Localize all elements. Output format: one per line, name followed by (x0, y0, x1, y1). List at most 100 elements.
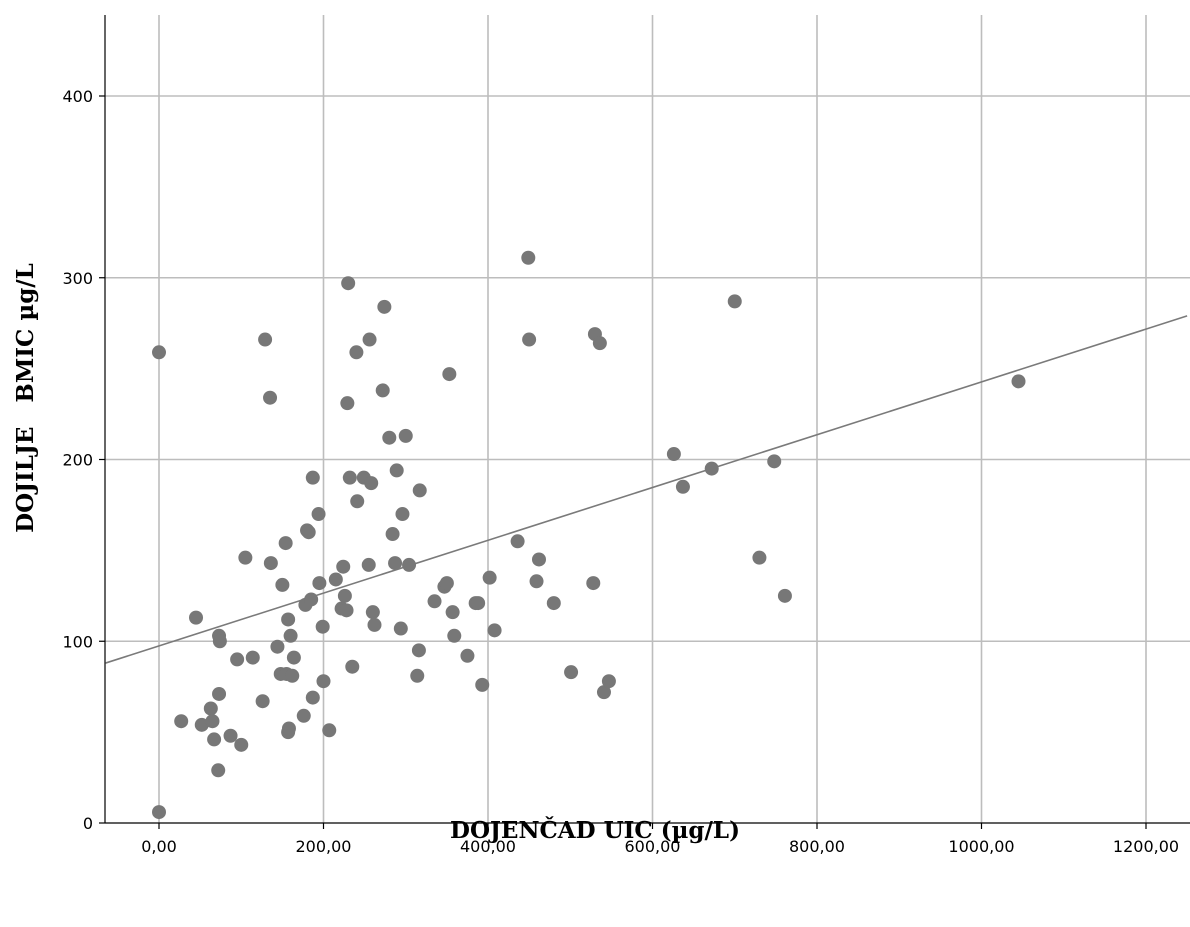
data-point (345, 659, 360, 674)
data-point (393, 621, 408, 636)
data-point (322, 723, 337, 738)
data-point (312, 576, 327, 591)
data-point (212, 634, 227, 649)
data-point (311, 507, 326, 522)
data-point (522, 332, 537, 347)
data-point (601, 674, 616, 689)
data-point (471, 596, 486, 611)
x-tick-label: 0,00 (141, 837, 177, 856)
data-point (375, 383, 390, 398)
data-points (152, 250, 1026, 820)
data-point (207, 732, 222, 747)
data-point (367, 617, 382, 632)
data-point (704, 461, 719, 476)
data-point (258, 332, 273, 347)
data-point (388, 556, 403, 571)
data-point (296, 708, 311, 723)
y-tick-label: 300 (62, 269, 93, 288)
data-point (377, 299, 392, 314)
data-point (412, 483, 427, 498)
y-tick-label: 400 (62, 87, 93, 106)
data-point (203, 701, 218, 716)
data-point (301, 525, 316, 540)
data-point (447, 628, 462, 643)
data-point (304, 592, 319, 607)
x-tick-label: 400,00 (460, 837, 516, 856)
data-point (395, 507, 410, 522)
data-point (364, 476, 379, 491)
y-tick-labels: 0 100 200 300 400 (62, 87, 93, 833)
data-point (349, 345, 364, 360)
data-point (546, 596, 561, 611)
data-point (278, 536, 293, 551)
fit-line (105, 315, 1188, 664)
x-tick-labels: 0,00 200,00 400,00 600,00 800,00 1000,00 1200,… (141, 837, 1179, 856)
data-point (340, 396, 355, 411)
data-point (482, 570, 497, 585)
data-point (487, 623, 502, 638)
data-point (365, 605, 380, 620)
x-tick-label: 600,00 (625, 837, 681, 856)
data-point (281, 721, 296, 736)
data-point (596, 685, 611, 700)
grid-lines (105, 15, 1190, 823)
data-point (205, 714, 220, 729)
data-point (564, 665, 579, 680)
data-point (382, 430, 397, 445)
data-point (263, 556, 278, 571)
data-point (439, 576, 454, 591)
data-point (337, 588, 352, 603)
data-point (398, 428, 413, 443)
data-point (305, 690, 320, 705)
data-point (286, 650, 301, 665)
data-point (410, 668, 425, 683)
data-point (385, 527, 400, 542)
data-point (211, 763, 226, 778)
data-point (402, 557, 417, 572)
data-point (281, 612, 296, 627)
data-point (234, 737, 249, 752)
data-point (510, 534, 525, 549)
data-point (283, 628, 298, 643)
x-tick-label: 1000,00 (948, 837, 1014, 856)
data-point (285, 668, 300, 683)
data-point (521, 250, 536, 265)
data-point (475, 677, 490, 692)
data-point (342, 470, 357, 485)
data-point (675, 479, 690, 494)
data-point (305, 470, 320, 485)
data-point (336, 559, 351, 574)
x-tick-label: 200,00 (296, 837, 352, 856)
data-point (1011, 374, 1026, 389)
fit-line-group (105, 315, 1188, 664)
data-point (339, 603, 354, 618)
y-axis-title: DOJILJE BMIC µg/L (12, 263, 39, 533)
data-point (767, 454, 782, 469)
data-point (666, 447, 681, 462)
data-point (529, 574, 544, 589)
data-point (777, 588, 792, 603)
data-point (152, 345, 166, 360)
data-point (389, 463, 404, 478)
data-point (263, 390, 278, 405)
y-tick-label: 200 (62, 451, 93, 470)
data-point (245, 650, 260, 665)
data-point (341, 276, 356, 291)
data-point (328, 572, 343, 587)
data-point (255, 694, 270, 709)
data-point (230, 652, 245, 667)
data-point (427, 594, 442, 609)
data-point (362, 332, 377, 347)
data-point (442, 367, 457, 382)
data-point (238, 550, 253, 565)
x-tick-label: 1200,00 (1113, 837, 1179, 856)
data-point (445, 605, 460, 620)
data-point (350, 494, 365, 509)
data-point (752, 550, 767, 565)
data-point (460, 648, 475, 663)
y-tick-label: 0 (83, 814, 93, 833)
data-point (592, 336, 607, 351)
data-point (223, 728, 238, 743)
x-axis-title: DOJENČAD UIC (µg/L) (450, 817, 740, 844)
